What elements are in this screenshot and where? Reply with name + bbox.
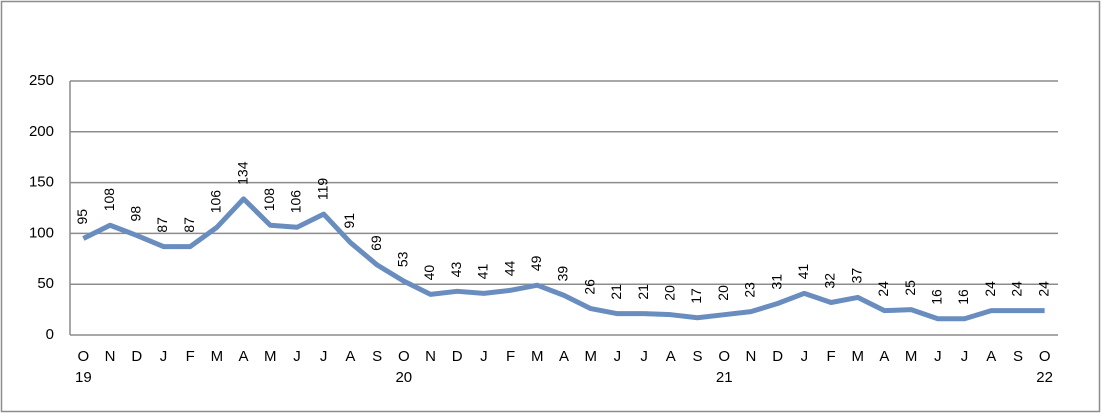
data-label: 39: [555, 266, 571, 282]
x-tick-label: A: [345, 348, 355, 365]
data-label: 87: [181, 217, 197, 233]
data-label: 24: [982, 281, 998, 297]
x-tick-label: A: [666, 348, 676, 365]
x-tick-label: D: [452, 348, 463, 365]
y-tick-label: 0: [46, 326, 54, 343]
data-label: 98: [127, 206, 143, 222]
x-tick-label: O: [718, 348, 730, 365]
data-label: 41: [475, 264, 491, 280]
data-label: 106: [288, 190, 304, 214]
data-label: 69: [368, 235, 384, 251]
x-tick-label: O: [398, 348, 410, 365]
x-tick-label: S: [693, 348, 703, 365]
x-tick-label: J: [614, 348, 622, 365]
data-label: 20: [662, 285, 678, 301]
x-tick-label: J: [160, 348, 168, 365]
data-line: [82, 196, 1045, 322]
data-label: 49: [528, 255, 544, 271]
data-label: 43: [448, 262, 464, 278]
data-label: 31: [768, 274, 784, 290]
x-tick-label: M: [584, 348, 597, 365]
x-tick-label: J: [934, 348, 942, 365]
data-label: 24: [875, 281, 891, 297]
data-label: 134: [234, 161, 250, 185]
x-tick-label: N: [425, 348, 436, 365]
data-label: 16: [929, 289, 945, 305]
x-tick-label: J: [961, 348, 969, 365]
y-tick-label: 150: [29, 174, 54, 191]
y-tick-label: 200: [29, 123, 54, 140]
data-label: 40: [421, 265, 437, 281]
y-tick-label: 250: [29, 72, 54, 89]
x-year-label: 19: [75, 369, 92, 386]
x-tick-label: M: [851, 348, 864, 365]
x-year-label: 22: [1036, 369, 1053, 386]
x-tick-label: A: [239, 348, 249, 365]
y-tick-label: 50: [37, 275, 54, 292]
data-label: 26: [581, 279, 597, 295]
data-label: 87: [154, 217, 170, 233]
x-tick-label: M: [531, 348, 544, 365]
x-tick-label: N: [105, 348, 116, 365]
x-tick-label: N: [745, 348, 756, 365]
data-label: 41: [795, 264, 811, 280]
data-label: 17: [688, 288, 704, 304]
x-tick-label: S: [372, 348, 382, 365]
data-label: 25: [902, 280, 918, 296]
x-tick-label: J: [293, 348, 301, 365]
x-tick-label: S: [1013, 348, 1023, 365]
y-tick-label: 100: [29, 224, 54, 241]
data-label: 24: [1035, 281, 1051, 297]
x-year-label: 20: [395, 369, 412, 386]
x-tick-label: J: [480, 348, 488, 365]
x-tick-label: M: [264, 348, 277, 365]
data-label: 16: [955, 289, 971, 305]
x-tick-label: M: [211, 348, 224, 365]
data-label: 24: [1009, 281, 1025, 297]
data-label: 119: [314, 178, 330, 201]
x-tick-label: A: [879, 348, 889, 365]
data-label: 108: [101, 188, 117, 212]
data-label: 91: [341, 213, 357, 229]
data-label: 23: [742, 282, 758, 298]
data-label: 95: [74, 209, 90, 225]
x-tick-label: F: [506, 348, 515, 365]
data-label: 106: [208, 190, 224, 214]
data-label: 108: [261, 188, 277, 212]
data-label: 44: [501, 261, 517, 277]
x-tick-label: O: [1039, 348, 1051, 365]
x-tick-label: J: [801, 348, 809, 365]
x-tick-label: F: [826, 348, 835, 365]
data-label: 21: [608, 284, 624, 300]
x-tick-label: A: [559, 348, 569, 365]
x-tick-label: A: [986, 348, 996, 365]
x-tick-label: O: [78, 348, 90, 365]
data-label: 37: [848, 268, 864, 284]
x-tick-label: D: [131, 348, 142, 365]
x-tick-label: F: [186, 348, 195, 365]
x-tick-label: M: [905, 348, 918, 365]
x-tick-label: D: [772, 348, 783, 365]
x-year-label: 21: [716, 369, 733, 386]
data-label: 53: [394, 251, 410, 267]
data-label: 32: [822, 273, 838, 289]
data-label: 21: [635, 284, 651, 300]
x-tick-label: J: [320, 348, 328, 365]
data-label: 20: [715, 285, 731, 301]
x-tick-label: J: [640, 348, 648, 365]
